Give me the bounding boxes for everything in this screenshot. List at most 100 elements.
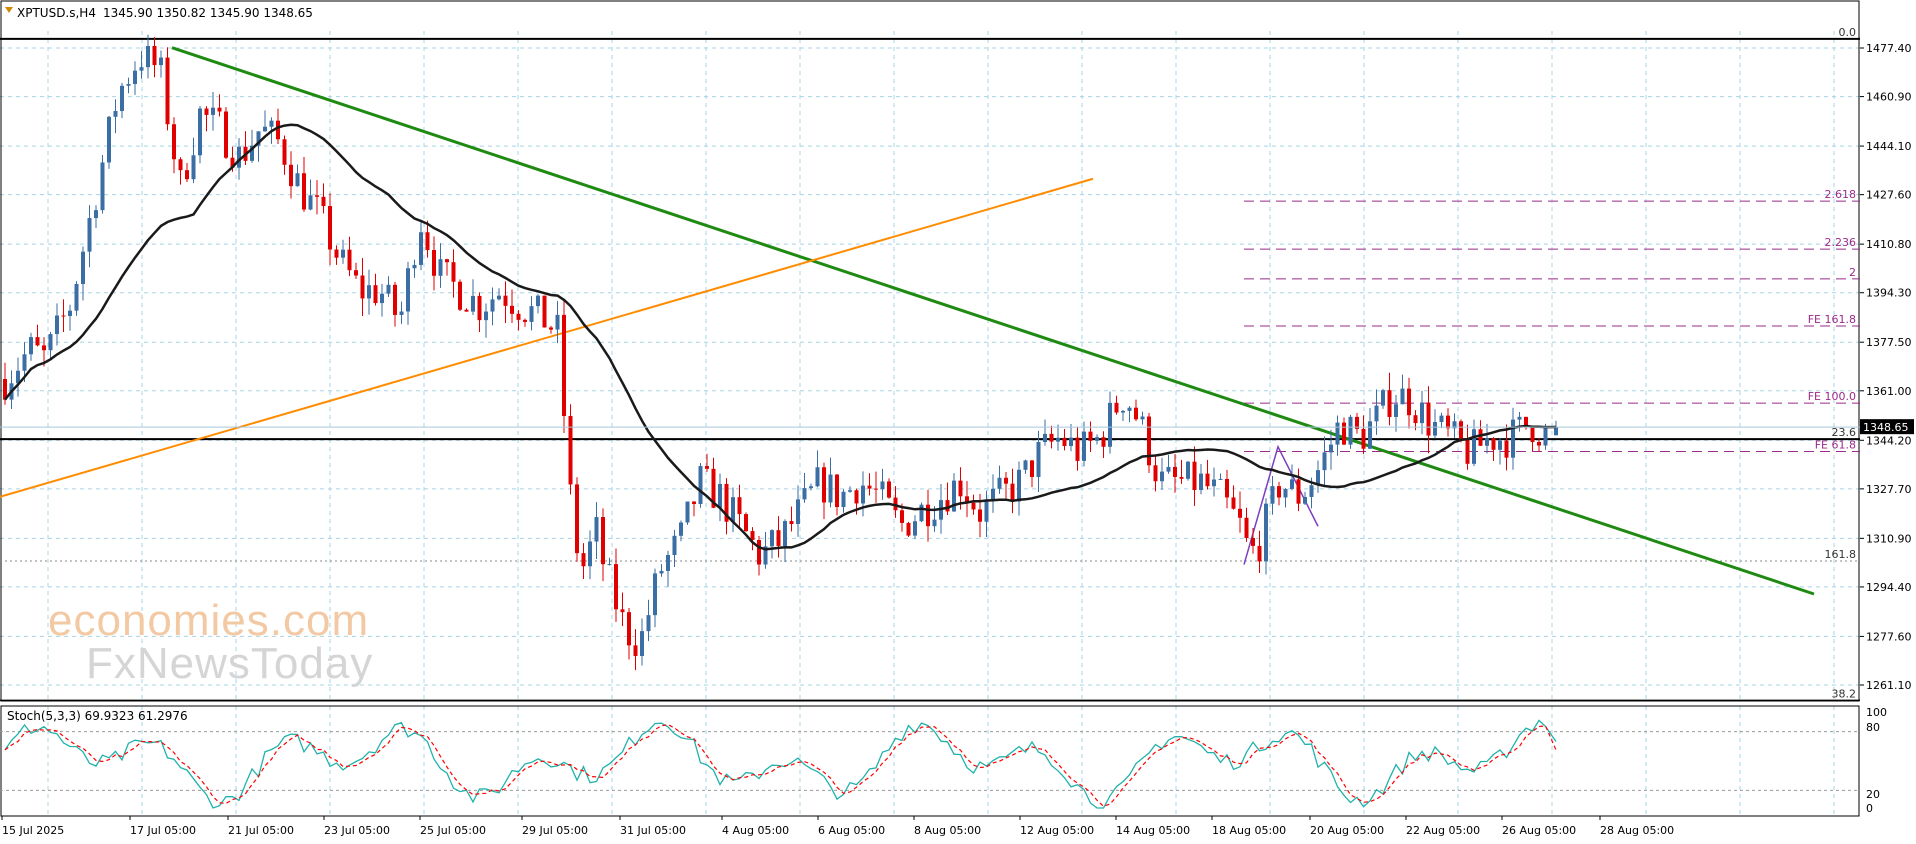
candle-body — [87, 218, 92, 252]
candle-body — [1355, 416, 1359, 429]
candle-body — [1030, 460, 1034, 477]
candle-body — [191, 155, 196, 180]
last-price-tag: 1348.65 — [1860, 419, 1914, 435]
candle-body — [815, 467, 820, 487]
fib-retracement-label: 23.6 — [1832, 426, 1857, 439]
candle-body — [61, 315, 66, 317]
candle-body — [1524, 416, 1528, 428]
candle-body — [770, 530, 774, 547]
candle-body — [692, 501, 696, 504]
time-tick-label: 12 Aug 05:00 — [1020, 824, 1094, 837]
candle-body — [542, 295, 547, 328]
candle-body — [484, 311, 488, 321]
candle-body — [607, 564, 612, 566]
fib-expansion-label: FE 100.0 — [1808, 390, 1856, 403]
candle-body — [1361, 428, 1366, 449]
candle-body — [224, 111, 228, 158]
candle-body — [906, 522, 911, 536]
candle-body — [835, 474, 839, 508]
candle-body — [1368, 421, 1372, 449]
candle-body — [1322, 452, 1327, 471]
candle-body — [1140, 416, 1145, 420]
time-tick-label: 29 Jul 05:00 — [522, 824, 588, 837]
candle-body — [198, 108, 202, 156]
candle-body — [698, 466, 703, 504]
candle-body — [1407, 388, 1411, 416]
candle-body — [185, 170, 189, 180]
candle-body — [718, 483, 722, 508]
candle-body — [874, 488, 878, 490]
candle-body — [1147, 416, 1151, 466]
candle-body — [1134, 407, 1138, 420]
last-price-value: 1348.65 — [1863, 421, 1909, 434]
candle-body — [1075, 437, 1080, 461]
price-tick-label: 1277.60 — [1866, 630, 1912, 643]
candle-body — [230, 157, 235, 168]
moving-average-line — [4, 123, 1557, 551]
price-tick-label: 1410.80 — [1866, 238, 1912, 251]
candle-body — [367, 285, 371, 299]
time-tick-label: 20 Aug 05:00 — [1310, 824, 1384, 837]
fib-expansion-label: FE 161.8 — [1808, 313, 1856, 326]
candle-body — [445, 259, 449, 263]
time-tick-label: 28 Aug 05:00 — [1600, 824, 1674, 837]
candle-body — [1554, 427, 1558, 436]
candle-body — [1296, 479, 1301, 504]
candle-body — [276, 120, 280, 140]
candle-body — [536, 295, 540, 307]
time-tick-label: 8 Aug 05:00 — [914, 824, 981, 837]
time-tick-label: 25 Jul 05:00 — [420, 824, 486, 837]
candle-body — [562, 314, 566, 416]
candle-body — [822, 467, 826, 503]
candle-body — [1439, 415, 1444, 422]
candle-body — [113, 110, 118, 117]
candle-body — [133, 70, 137, 85]
candle-body — [1114, 402, 1119, 413]
candle-body — [471, 295, 475, 312]
fib-retracement-label: 161.8 — [1825, 548, 1857, 561]
candle-body — [1387, 390, 1392, 417]
candle-body — [1101, 437, 1106, 447]
stochastic-signal-line — [4, 723, 1557, 807]
candle-body — [1160, 471, 1164, 482]
candle-body — [1498, 440, 1502, 450]
candle-body — [1244, 517, 1249, 538]
candle-body — [971, 502, 976, 510]
candle-body — [887, 481, 891, 498]
price-axis: 1477.40 1460.90 1444.10 1427.60 1410.80 1394.… — [0, 42, 1912, 692]
candle-body — [1108, 402, 1112, 447]
candle-body — [16, 370, 20, 384]
candle-body — [575, 484, 579, 554]
candle-body — [711, 468, 716, 508]
candle-body — [1465, 439, 1470, 464]
candle-body — [1225, 478, 1229, 498]
candle-body — [1205, 473, 1210, 487]
fib-retracement-label: 38.2 — [1832, 688, 1857, 701]
fib-expansion-label: 2.236 — [1825, 236, 1857, 249]
price-tick-label: 1444.10 — [1866, 140, 1912, 153]
candle-body — [120, 85, 124, 111]
time-tick-label: 18 Aug 05:00 — [1212, 824, 1286, 837]
candle-body — [1309, 485, 1314, 497]
candle-body — [152, 45, 157, 66]
candle-body — [1381, 390, 1385, 406]
candle-body — [523, 319, 527, 322]
candle-body — [776, 530, 781, 546]
fibonacci-lines[interactable] — [0, 37, 1860, 701]
candle-body — [640, 631, 644, 656]
candle-body — [315, 195, 319, 197]
candle-body — [757, 540, 761, 565]
price-tick-label: 1327.70 — [1866, 483, 1912, 496]
candle-body — [893, 497, 898, 511]
candle-body — [724, 483, 729, 522]
candle-body — [1452, 421, 1457, 429]
candle-body — [750, 531, 755, 541]
moving-average — [4, 123, 1557, 551]
candle-body — [880, 481, 885, 490]
candle-body — [1173, 466, 1177, 477]
candle-body — [1049, 433, 1054, 442]
time-tick-label: 6 Aug 05:00 — [818, 824, 885, 837]
candle-body — [653, 573, 657, 616]
